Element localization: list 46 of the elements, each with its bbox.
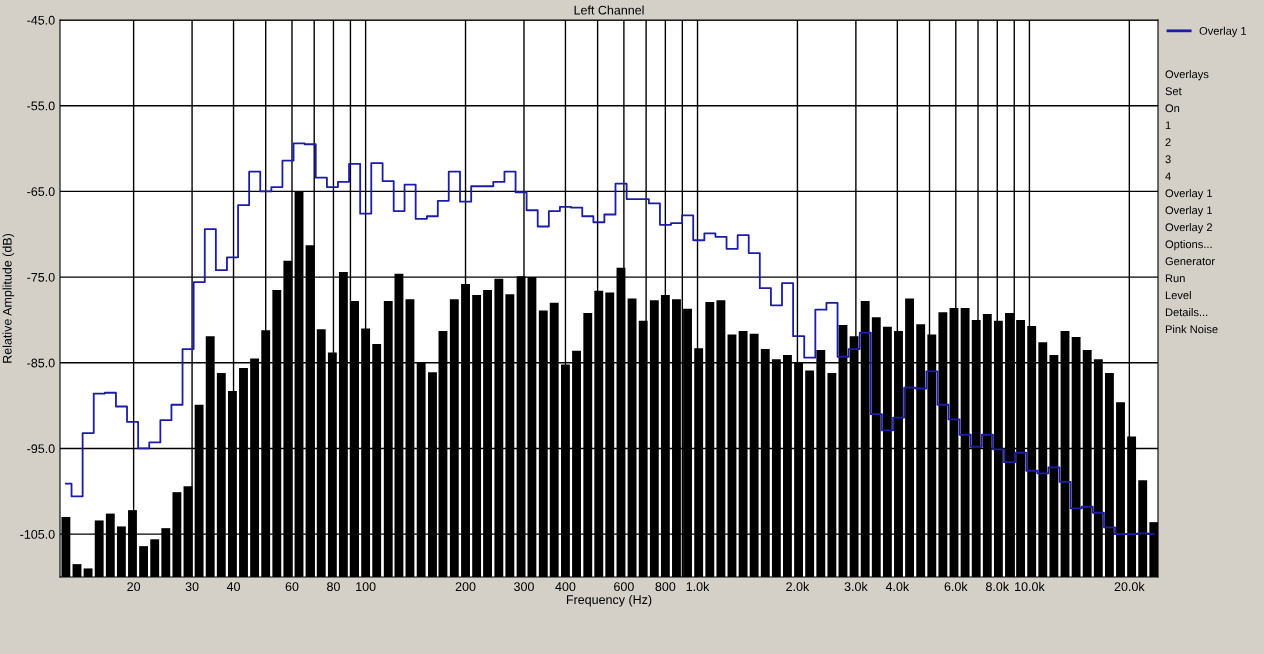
text: Level (1165, 291, 1191, 300)
x-tick-label: 30 (185, 582, 199, 592)
x-tick-label: 800 (655, 582, 676, 592)
text: On (1165, 104, 1180, 113)
x-tick-label: 10.0k (1015, 581, 1045, 592)
x-tick-label: 20 (127, 582, 141, 592)
x-tick-label: 6.0k (944, 581, 968, 592)
y-tick-label: -105.0 (20, 529, 55, 539)
x-tick-label: 4.0k (885, 581, 910, 592)
text: Overlay 1 (1165, 206, 1213, 217)
x-tick-label: 300 (514, 582, 534, 592)
text: Overlay 2 (1165, 223, 1212, 234)
y-tick-label: -75.0 (27, 272, 55, 282)
x-tick-label: 3.0k (844, 581, 868, 592)
x-tick-label: 80 (327, 582, 340, 592)
x-tick-label: 600 (614, 582, 634, 592)
x-tick-label: 60 (285, 582, 299, 592)
text: Set (1165, 87, 1182, 96)
x-tick-label: 100 (356, 582, 376, 592)
x-tick-label: 20.0k (1114, 581, 1145, 592)
y-tick-label: -45.0 (27, 15, 55, 25)
x-tick-label: 40 (226, 582, 241, 592)
text: Details... (1165, 308, 1208, 317)
x-tick-label: 8.0k (985, 581, 1010, 592)
text: Pink Noise (1165, 325, 1218, 334)
y-tick-label: -95.0 (27, 444, 55, 454)
text: Overlay 1 (1165, 189, 1213, 200)
x-axis-title: Frequency (Hz) (566, 594, 652, 607)
y-tick-label: -65.0 (27, 187, 55, 197)
x-tick-label: 2.0k (786, 581, 810, 592)
text: Overlays (1165, 70, 1209, 81)
chart-title: Left Channel (574, 5, 644, 15)
text: Run (1165, 274, 1185, 283)
text: 4 (1165, 172, 1171, 181)
x-tick-label: 200 (455, 582, 476, 592)
text: 3 (1165, 155, 1171, 164)
legend-label: Overlay 1 (1199, 26, 1247, 38)
y-tick-label: -85.0 (27, 358, 55, 368)
text: 1 (1165, 121, 1171, 130)
x-tick-label: 1.0k (686, 581, 710, 592)
y-axis-title: Relative Amplitude (dB) (2, 233, 15, 363)
text: Generator (1165, 257, 1215, 266)
y-tick-label: -55.0 (27, 101, 55, 111)
text: 2 (1165, 138, 1171, 147)
x-tick-label: 400 (555, 582, 576, 592)
text: Options... (1165, 240, 1212, 251)
